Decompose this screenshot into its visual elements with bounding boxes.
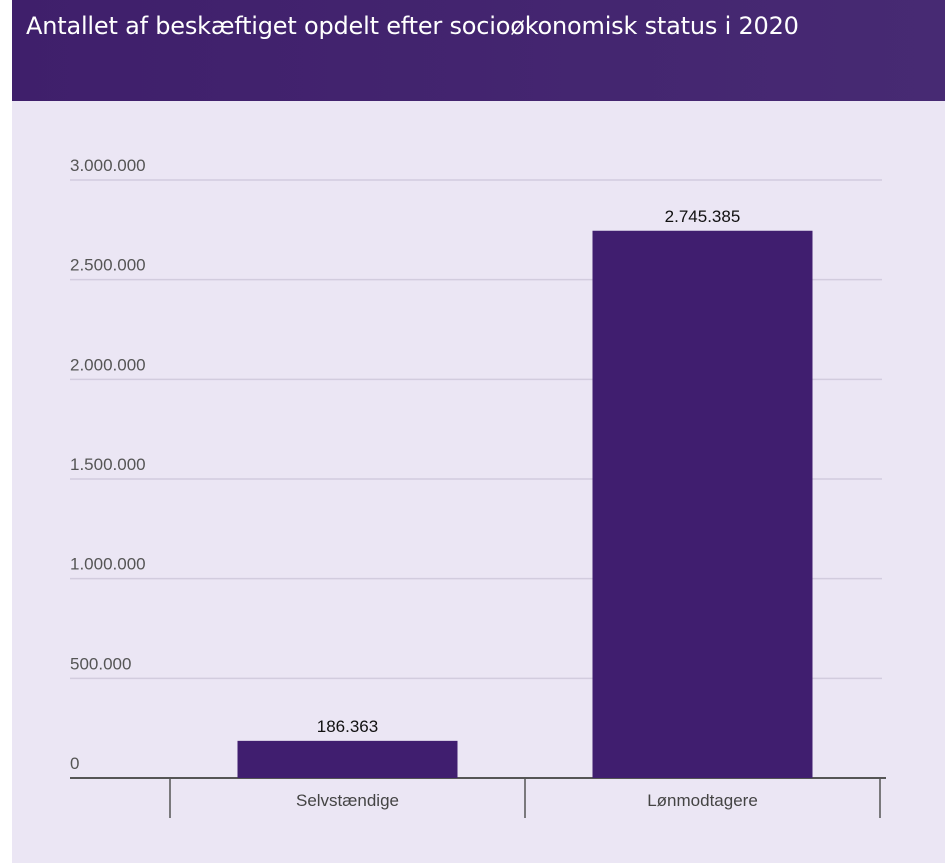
bar — [592, 230, 813, 779]
x-tick-label: Lønmodtagere — [647, 791, 758, 810]
x-tick-label: Selvstændige — [296, 791, 399, 810]
data-label: 186.363 — [317, 717, 378, 736]
y-tick-label: 1.000.000 — [70, 555, 146, 574]
y-tick-label: 3.000.000 — [70, 156, 146, 175]
title-banner: Antallet af beskæftiget opdelt efter soc… — [12, 0, 945, 101]
bar — [237, 740, 458, 778]
y-tick-label: 0 — [70, 754, 79, 773]
y-tick-label: 2.500.000 — [70, 256, 146, 275]
y-tick-label: 1.500.000 — [70, 455, 146, 474]
chart-title: Antallet af beskæftiget opdelt efter soc… — [26, 12, 799, 40]
y-tick-label: 2.000.000 — [70, 355, 146, 374]
data-label: 2.745.385 — [665, 207, 741, 226]
y-tick-label: 500.000 — [70, 654, 131, 673]
